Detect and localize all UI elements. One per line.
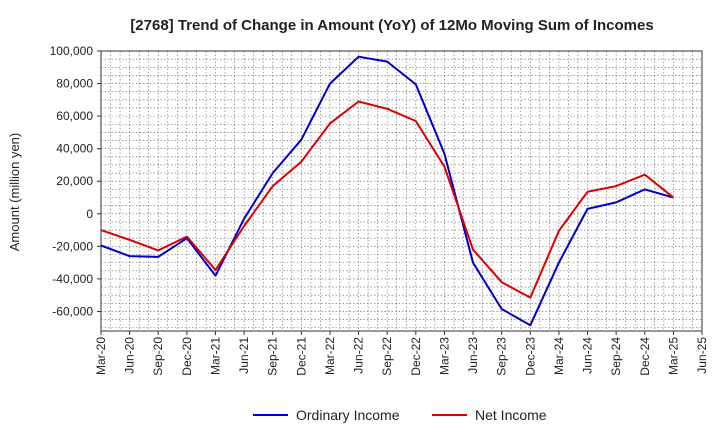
y-tick-label: -20,000 <box>52 239 93 253</box>
y-tick-label: 100,000 <box>50 44 94 58</box>
x-tick-label: Dec-24 <box>638 337 652 376</box>
x-tick-label: Mar-20 <box>94 337 108 375</box>
x-tick-label: Sep-22 <box>380 337 394 376</box>
x-tick-label: Jun-20 <box>123 337 137 374</box>
x-tick-label: Dec-21 <box>294 337 308 376</box>
y-tick-label: 60,000 <box>56 109 93 123</box>
y-tick-label: -40,000 <box>52 272 93 286</box>
x-tick-label: Dec-22 <box>409 337 423 376</box>
x-tick-label: Jun-25 <box>695 337 709 374</box>
x-tick-label: Mar-24 <box>552 337 566 375</box>
series-line-net-income <box>100 100 675 299</box>
x-tick-label: Sep-23 <box>495 337 509 376</box>
plot-area: -60,000 -40,000 -20,000 0 20,000 40,000 60,000… <box>50 44 709 376</box>
plot-frame <box>100 50 703 332</box>
x-tick-label: Dec-20 <box>180 337 194 376</box>
plot-background <box>101 51 702 331</box>
series-line-ordinary-income <box>100 55 674 327</box>
legend-label-ordinary-income: Ordinary Income <box>296 407 400 423</box>
y-axis-label: Amount (million yen) <box>7 133 22 252</box>
y-tick-label: 80,000 <box>56 77 93 91</box>
y-tick-label: -60,000 <box>52 304 93 318</box>
legend-label-net-income: Net Income <box>475 407 547 423</box>
chart-title: [2768] Trend of Change in Amount (YoY) o… <box>130 17 653 34</box>
y-tick-label: 40,000 <box>56 142 93 156</box>
x-tick-label: Sep-24 <box>609 337 623 376</box>
x-tick-label: Mar-21 <box>208 337 222 375</box>
x-tick-label: Jun-23 <box>466 337 480 374</box>
x-tick-label: Mar-23 <box>437 337 451 375</box>
x-tick-label: Jun-21 <box>237 337 251 374</box>
x-tick-label: Jun-22 <box>352 337 366 374</box>
x-tick-label: Jun-24 <box>581 337 595 374</box>
x-tick-label: Sep-20 <box>151 337 165 376</box>
legend: Ordinary Income Net Income <box>253 407 547 423</box>
y-tick-label: 0 <box>86 207 93 221</box>
y-tick-label: 20,000 <box>56 174 93 188</box>
x-tick-label: Sep-21 <box>266 337 280 376</box>
x-tick-label: Mar-22 <box>323 337 337 375</box>
x-tick-label: Mar-25 <box>666 337 680 375</box>
x-tick-label: Dec-23 <box>523 337 537 376</box>
